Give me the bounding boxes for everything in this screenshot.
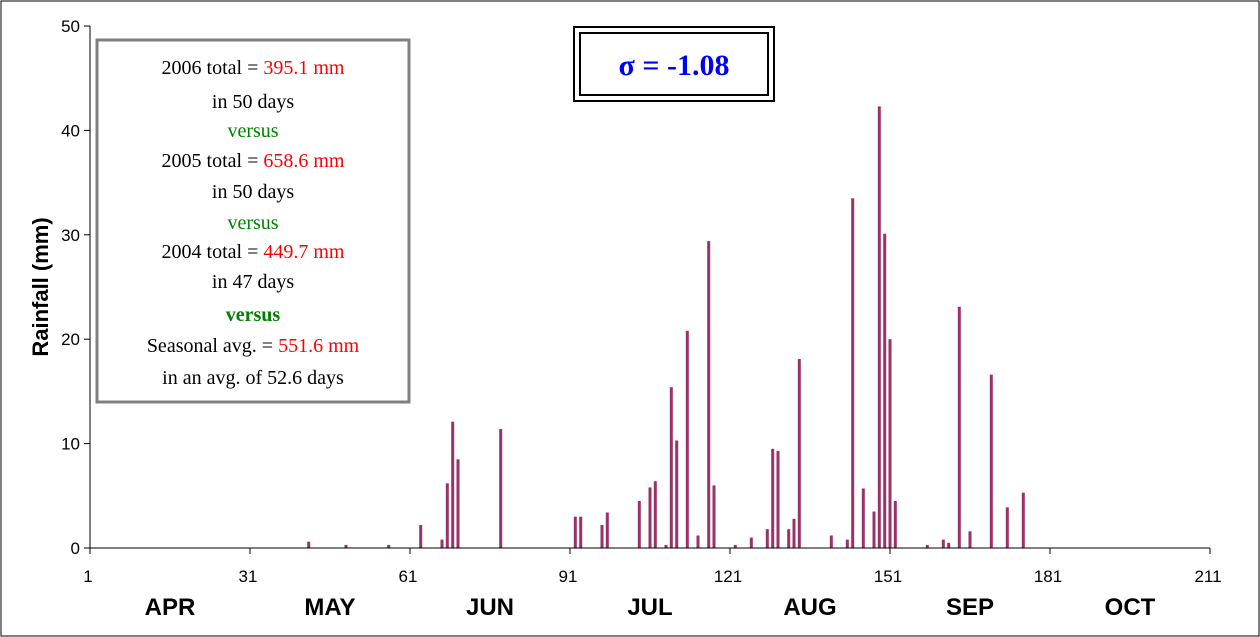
rain-bar-day-176 bbox=[1021, 492, 1025, 548]
rain-bar-day-151 bbox=[888, 339, 892, 548]
rain-bar-day-107 bbox=[653, 481, 657, 548]
rain-bar-day-63 bbox=[419, 525, 423, 548]
rain-bar-day-104 bbox=[637, 501, 641, 548]
rain-bar-day-143 bbox=[845, 539, 849, 548]
rain-bar-day-49 bbox=[344, 544, 348, 548]
rain-bar-day-166 bbox=[968, 531, 972, 548]
x-ticks-group: 1 31 61 91 121 151 181 211 bbox=[83, 548, 1222, 586]
rain-bar-day-117 bbox=[707, 241, 711, 548]
month-label-aug: AUG bbox=[783, 594, 836, 621]
rain-bar-day-78 bbox=[499, 429, 503, 548]
info-versus-2: versus bbox=[227, 212, 278, 234]
info-2006-total: 2006 total = 395.1 mm bbox=[162, 57, 345, 79]
rain-bar-day-67 bbox=[440, 539, 444, 548]
rain-bar-day-115 bbox=[696, 535, 700, 548]
rain-bar-day-42 bbox=[307, 541, 311, 548]
y-tick-label: 30 bbox=[61, 226, 80, 245]
y-tick-label: 40 bbox=[61, 121, 80, 140]
x-tick-label: 61 bbox=[399, 567, 418, 586]
month-label-may: MAY bbox=[304, 594, 355, 621]
rain-bar-day-146 bbox=[861, 488, 865, 548]
rain-bar-day-113 bbox=[685, 330, 689, 548]
info-2005-total: 2005 total = 658.6 mm bbox=[162, 150, 345, 172]
info-seasonal-avg: Seasonal avg. = 551.6 mm bbox=[147, 335, 360, 357]
rain-bar-day-152 bbox=[893, 501, 897, 548]
rain-bar-day-122 bbox=[733, 544, 737, 548]
month-label-jun: JUN bbox=[466, 594, 514, 621]
rain-bar-day-164 bbox=[957, 306, 961, 548]
x-tick-label: 121 bbox=[714, 567, 742, 586]
rain-bar-day-110 bbox=[669, 387, 673, 548]
rain-bar-day-92 bbox=[573, 516, 577, 548]
bars-group bbox=[307, 106, 1025, 549]
rain-bar-day-97 bbox=[600, 525, 604, 548]
rain-bar-day-93 bbox=[579, 516, 583, 548]
rain-bar-day-109 bbox=[664, 544, 668, 548]
x-tick-label: 31 bbox=[239, 567, 258, 586]
info-versus-3: versus bbox=[226, 304, 281, 326]
x-tick-label: 91 bbox=[559, 567, 578, 586]
rain-bar-day-111 bbox=[675, 440, 679, 548]
x-tick-label: 1 bbox=[83, 567, 92, 586]
rain-bar-day-128 bbox=[765, 529, 769, 548]
sigma-box-inner bbox=[579, 32, 769, 96]
rain-bar-day-173 bbox=[1005, 507, 1009, 548]
info-seasonal-days: in an avg. of 52.6 days bbox=[162, 367, 344, 389]
month-label-apr: APR bbox=[145, 594, 196, 621]
rain-bar-day-129 bbox=[771, 448, 775, 548]
month-label-jul: JUL bbox=[627, 594, 672, 621]
rain-bar-day-132 bbox=[787, 529, 791, 548]
info-box-text: 2006 total = 395.1 mm in 50 days versus … bbox=[147, 57, 360, 389]
rain-bar-day-68 bbox=[445, 483, 449, 548]
month-label-oct: OCT bbox=[1105, 594, 1156, 621]
rain-bar-day-134 bbox=[797, 359, 801, 548]
rain-bar-day-57 bbox=[387, 544, 391, 548]
rain-bar-day-133 bbox=[792, 518, 796, 548]
rain-bar-day-106 bbox=[648, 487, 652, 548]
y-axis-label: Rainfall (mm) bbox=[28, 217, 53, 356]
y-tick-label: 0 bbox=[71, 539, 80, 558]
y-ticks-group: 0 10 20 30 40 50 bbox=[61, 17, 90, 558]
rain-bar-day-130 bbox=[776, 450, 780, 548]
sigma-box-outer bbox=[573, 26, 775, 102]
x-tick-label: 181 bbox=[1034, 567, 1062, 586]
rain-bar-day-125 bbox=[749, 537, 753, 548]
info-2005-days: in 50 days bbox=[212, 181, 294, 203]
rain-bar-day-148 bbox=[872, 511, 876, 548]
rain-bar-day-149 bbox=[877, 106, 881, 549]
y-tick-label: 50 bbox=[61, 17, 80, 36]
rain-bar-day-170 bbox=[989, 374, 993, 548]
rain-bar-day-162 bbox=[947, 542, 951, 548]
rain-bar-day-158 bbox=[925, 544, 929, 548]
month-label-sep: SEP bbox=[946, 594, 994, 621]
month-labels-group: APR MAY JUN JUL AUG SEP OCT bbox=[145, 594, 1156, 621]
y-tick-label: 20 bbox=[61, 330, 80, 349]
rain-bar-day-70 bbox=[456, 459, 460, 548]
x-tick-label: 151 bbox=[874, 567, 902, 586]
rain-bar-day-140 bbox=[829, 535, 833, 548]
info-2004-days: in 47 days bbox=[212, 271, 294, 293]
rain-bar-day-161 bbox=[941, 539, 945, 548]
rain-bar-day-144 bbox=[851, 198, 855, 549]
sigma-label: σ = -1.08 bbox=[619, 49, 730, 82]
info-versus-1: versus bbox=[227, 120, 278, 142]
x-tick-label: 211 bbox=[1194, 567, 1221, 586]
rain-bar-day-150 bbox=[883, 233, 887, 549]
y-tick-label: 10 bbox=[61, 435, 80, 454]
rain-bar-day-118 bbox=[712, 485, 716, 548]
rain-bar-day-98 bbox=[605, 512, 609, 548]
info-2004-total: 2004 total = 449.7 mm bbox=[162, 241, 345, 263]
info-2006-days: in 50 days bbox=[212, 91, 294, 113]
rain-bar-day-69 bbox=[451, 421, 455, 548]
info-box bbox=[95, 38, 411, 404]
